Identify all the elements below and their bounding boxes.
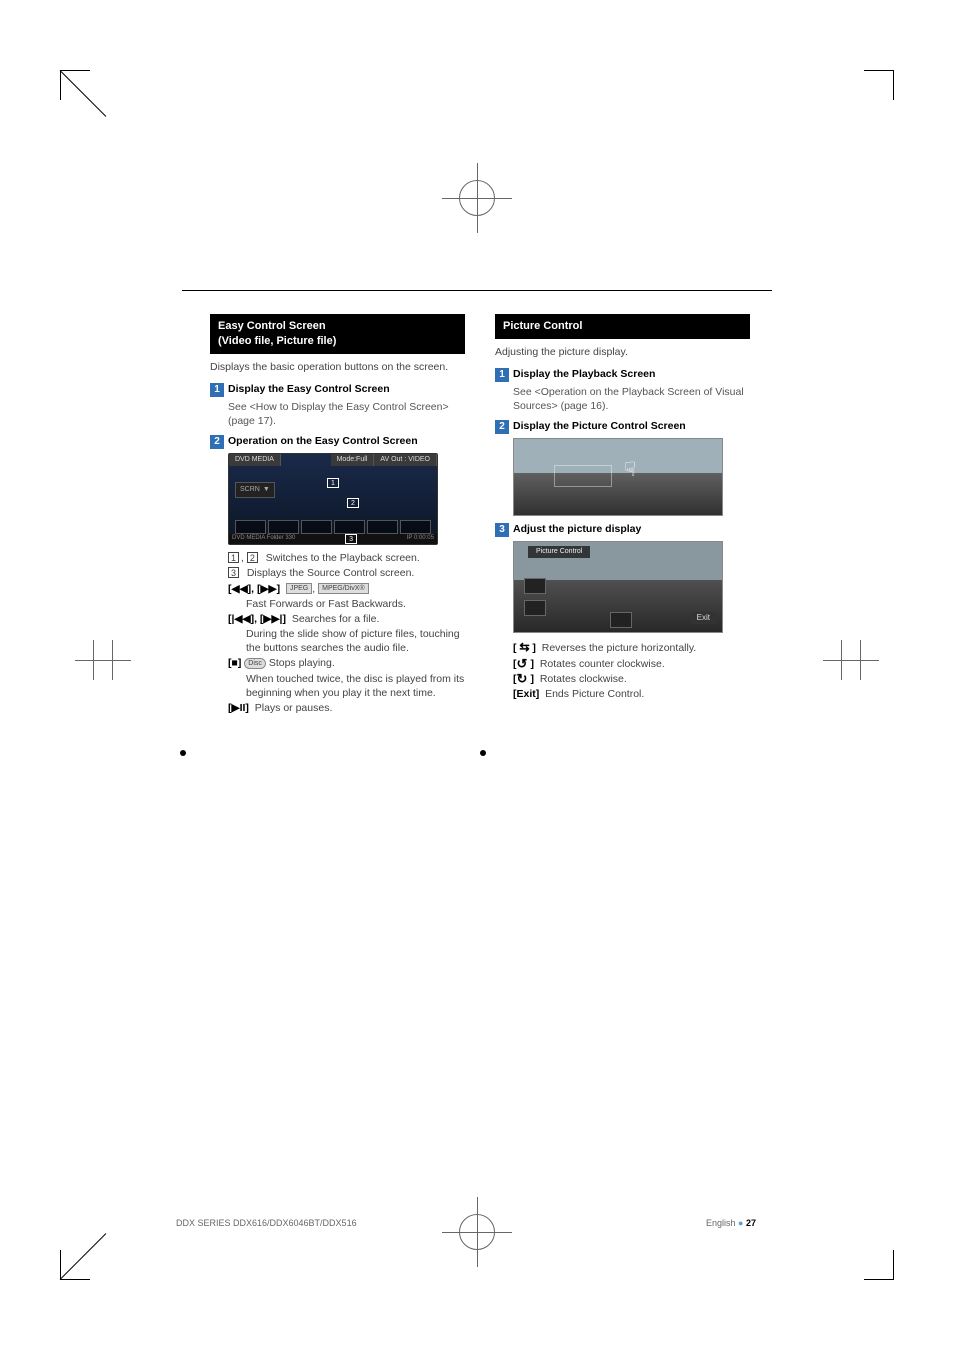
right-step2: 2 Display the Picture Control Screen xyxy=(495,419,750,434)
easy-control-screenshot: DVD MEDIA Mode:Full AV Out : VIDEO SCRN▼… xyxy=(228,453,438,545)
page-footer: DDX SERIES DDX616/DDX6046BT/DDX516 Engli… xyxy=(176,1218,756,1228)
pc-btn-ccw xyxy=(524,578,546,594)
right-intro: Adjusting the picture display. xyxy=(495,345,750,359)
right-step1-body: See <Operation on the Playback Screen of… xyxy=(513,385,750,413)
right-column: Picture Control Adjusting the picture di… xyxy=(495,314,750,716)
bullet-dot-left xyxy=(180,750,186,756)
pc-btn-cw xyxy=(524,600,546,616)
flip-icon xyxy=(519,642,529,654)
ss-callout-2: 2 xyxy=(347,498,359,508)
legend-box-2: 2 xyxy=(247,552,258,563)
right-step2-title: Display the Picture Control Screen xyxy=(513,420,686,432)
footer-lang: English xyxy=(706,1218,736,1228)
ss-status-bar: DVD MEDIA Folder 330 3 IP 0:00:05 xyxy=(229,534,437,544)
left-step1-title: Display the Easy Control Screen xyxy=(228,383,390,395)
ss-callout-3: 3 xyxy=(345,534,357,544)
header-line2: (Video file, Picture file) xyxy=(218,334,457,349)
crop-mark-bl xyxy=(60,1250,90,1280)
exit-body: Ends Picture Control. xyxy=(545,688,644,700)
flip-body: Reverses the picture horizontally. xyxy=(542,642,696,654)
legend-box-1: 1 xyxy=(228,552,239,563)
header-line1: Easy Control Screen xyxy=(218,319,457,334)
seek-body2: During the slide show of picture files, … xyxy=(246,627,465,655)
right-step3-title: Adjust the picture display xyxy=(513,523,641,535)
crop-mark-tl xyxy=(60,70,90,100)
seek-body1: Searches for a file. xyxy=(292,613,380,625)
registration-mark-top xyxy=(459,180,495,216)
left-column: Easy Control Screen (Video file, Picture… xyxy=(210,314,465,716)
ccw-body: Rotates counter clockwise. xyxy=(540,658,665,670)
ss-callout-1: 1 xyxy=(327,478,339,488)
hinge-mark-right xyxy=(823,640,879,680)
left-step1-body: See <How to Display the Easy Control Scr… xyxy=(228,400,465,428)
left-step2-title: Operation on the Easy Control Screen xyxy=(228,435,418,447)
badge-mpeg: MPEG/DivX® xyxy=(318,583,369,594)
step-number-1b: 1 xyxy=(495,368,509,382)
footer-page: 27 xyxy=(746,1218,756,1228)
ss-tab-avout: AV Out : VIDEO xyxy=(374,454,437,466)
right-step1: 1 Display the Playback Screen xyxy=(495,367,750,382)
footer-model: DDX SERIES DDX616/DDX6046BT/DDX516 xyxy=(176,1218,357,1228)
ss-scrn-button: SCRN▼ xyxy=(235,482,275,497)
bullet-dot-right xyxy=(480,750,486,756)
touch-hand-icon: ☟ xyxy=(624,457,636,484)
crop-mark-tr xyxy=(864,70,894,100)
seek-label: [|◀◀], [▶▶|] xyxy=(228,613,286,625)
pc-title-label: Picture Control xyxy=(528,546,590,557)
play-body: Plays or pauses. xyxy=(255,702,333,714)
ss-control-bar xyxy=(235,520,431,534)
rotate-cw-icon xyxy=(517,672,531,686)
footer-dot-icon: ● xyxy=(738,1218,743,1228)
legend-box-3: 3 xyxy=(228,567,239,578)
ss-tab-mode: Mode:Full xyxy=(331,454,375,466)
exit-label: [Exit] xyxy=(513,688,539,700)
right-step1-title: Display the Playback Screen xyxy=(513,368,655,380)
left-intro: Displays the basic operation buttons on … xyxy=(210,360,465,374)
stop-body2: When touched twice, the disc is played f… xyxy=(246,672,465,700)
badge-jpeg: JPEG xyxy=(286,583,312,594)
picture-control-header: Picture Control xyxy=(495,314,750,339)
right-step3: 3 Adjust the picture display xyxy=(495,522,750,537)
step-number-1: 1 xyxy=(210,383,224,397)
left-step2: 2 Operation on the Easy Control Screen xyxy=(210,434,465,449)
ss-tab-source: DVD MEDIA xyxy=(229,454,281,466)
step-number-3b: 3 xyxy=(495,523,509,537)
hinge-mark-left xyxy=(75,640,131,680)
right-legend: [ ] Reverses the picture horizontally. [… xyxy=(513,639,750,701)
stop-body1: Stops playing. xyxy=(269,657,335,669)
legend-3-text: Displays the Source Control screen. xyxy=(247,567,415,579)
pc-exit-btn: Exit xyxy=(691,612,716,625)
legend-12-text: Switches to the Playback screen. xyxy=(266,552,420,564)
step-number-2b: 2 xyxy=(495,420,509,434)
header-rule xyxy=(182,290,772,291)
playback-screenshot: ☟ xyxy=(513,438,723,516)
play-label: [▶II] xyxy=(228,702,249,714)
fwd-label: [◀◀], [▶▶] xyxy=(228,583,280,595)
step-number-2: 2 xyxy=(210,435,224,449)
crop-mark-br xyxy=(864,1250,894,1280)
badge-disc: Disc xyxy=(244,658,266,669)
fwd-body: Fast Forwards or Fast Backwards. xyxy=(246,597,465,611)
left-legend: 1, 2 Switches to the Playback screen. 3 … xyxy=(228,551,465,715)
rotate-ccw-icon xyxy=(517,657,531,671)
pc-btn-flip xyxy=(610,612,632,628)
left-step1: 1 Display the Easy Control Screen xyxy=(210,382,465,397)
picture-control-screenshot: Picture Control Exit xyxy=(513,541,723,633)
stop-label: [■] xyxy=(228,657,241,669)
easy-control-header: Easy Control Screen (Video file, Picture… xyxy=(210,314,465,354)
cw-body: Rotates clockwise. xyxy=(540,673,627,685)
